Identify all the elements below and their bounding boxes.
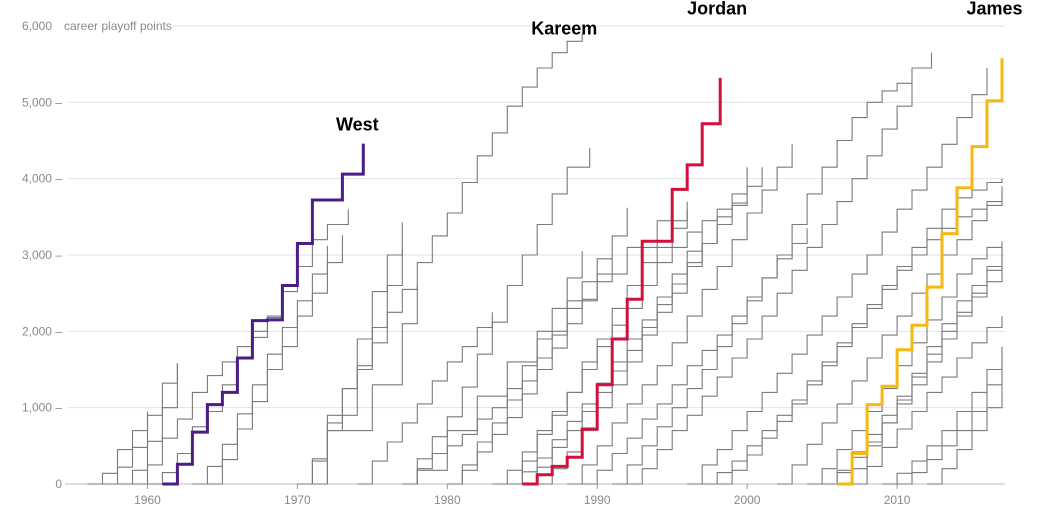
series-line-player-13: [402, 201, 688, 485]
x-tick-label-1980: 1980: [434, 493, 461, 507]
series-line-player-27: [687, 68, 988, 485]
x-tick-label-1960: 1960: [134, 493, 161, 507]
series-line-player-14: [297, 33, 583, 485]
series-line-player-16: [447, 207, 628, 485]
series-line-player-10: [297, 285, 418, 485]
series-line-player-38: [927, 380, 1003, 485]
y-axis-tick-labels: 0 1,000 – 2,000 – 3,000 – 4,000 – 5,000 – 6,00…: [22, 19, 172, 491]
series-label-james: James: [966, 0, 1022, 19]
series-line-player-22: [537, 167, 748, 485]
series-line-player-12: [402, 148, 591, 485]
x-tick-label-2010: 2010: [884, 493, 911, 507]
other-player-series: [87, 33, 1003, 485]
series-line-player-2: [102, 363, 178, 485]
y-tick-label-6000: 6,000: [22, 19, 52, 33]
x-axis: 1960 1970 1980 1990 2000 2010: [65, 483, 1005, 507]
series-line-player-4: [132, 293, 283, 485]
series-line-player-31: [807, 241, 1003, 485]
series-line-player-6: [192, 245, 328, 485]
series-line-jordan: [522, 77, 722, 486]
x-tick-label-1970: 1970: [284, 493, 311, 507]
y-axis-unit-label: career playoff points: [64, 19, 172, 33]
series-labels: West Jordan James Kareem: [336, 0, 1023, 135]
series-line-james: [837, 58, 1004, 486]
series-line-player-11: [357, 312, 493, 485]
x-tick-label-1990: 1990: [584, 493, 611, 507]
y-tick-label-3000: 3,000 –: [22, 248, 62, 262]
y-tick-label-1000: 1,000 –: [22, 401, 62, 415]
series-label-jordan: Jordan: [687, 0, 747, 19]
series-line-west: [162, 143, 365, 486]
y-tick-label-0: 0: [55, 477, 62, 491]
series-line-player-26: [627, 83, 913, 485]
series-line-player-33: [822, 255, 1003, 485]
series-line-player-18: [492, 209, 688, 485]
series-line-player-3: [117, 363, 178, 485]
series-line-player-30: [777, 186, 1003, 485]
x-tick-label-2000: 2000: [734, 493, 761, 507]
gridlines: [68, 25, 1005, 409]
y-tick-label-2000: 2,000 –: [22, 324, 62, 338]
series-line-player-25: [612, 52, 933, 485]
series-line-player-9: [297, 248, 403, 485]
series-line-player-36: [882, 346, 1003, 485]
series-line-player-17: [447, 258, 613, 485]
y-tick-label-5000: 5,000 –: [22, 95, 62, 109]
series-line-player-23: [567, 144, 793, 485]
series-line-player-8: [297, 222, 403, 485]
series-line-player-1: [87, 411, 149, 485]
series-line-player-37: [897, 354, 1003, 485]
y-tick-label-4000: 4,000 –: [22, 172, 62, 186]
series-label-kareem: Kareem: [531, 18, 597, 38]
series-label-west: West: [336, 115, 379, 135]
series-line-player-21: [522, 167, 763, 485]
series-line-player-35: [852, 316, 1003, 485]
series-line-player-7: [207, 235, 343, 485]
highlighted-player-series: [162, 58, 1004, 486]
series-line-player-15: [402, 251, 583, 485]
